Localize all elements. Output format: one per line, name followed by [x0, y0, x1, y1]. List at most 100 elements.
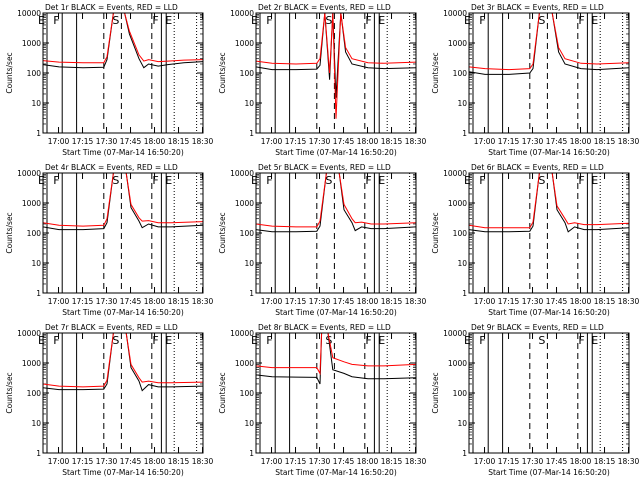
- y-tick-label: 10000: [230, 169, 254, 178]
- chart-panel: Det 2r BLACK = Events, RED = LLD Counts/s…: [218, 3, 427, 157]
- x-tick-label: 18:15: [168, 457, 190, 466]
- event-marker-label: F: [365, 174, 371, 187]
- x-tick-label: 18:15: [594, 297, 616, 306]
- x-tick-label: 18:30: [405, 457, 427, 466]
- chart-panel: Det 1r BLACK = Events, RED = LLD Counts/s…: [5, 3, 214, 157]
- event-marker-label: E: [165, 334, 172, 347]
- event-marker-label: F: [479, 334, 485, 347]
- event-marker-label: S: [112, 14, 119, 27]
- plot-frame: [42, 332, 204, 454]
- plot-frame: [255, 12, 417, 134]
- panel-title: Det 6r BLACK = Events, RED = LLD: [471, 163, 604, 172]
- plot-frame: [42, 172, 204, 294]
- x-tick-label: 17:45: [333, 457, 355, 466]
- y-axis-label: Counts/sec: [431, 372, 440, 413]
- event-marker-label: F: [152, 14, 158, 27]
- event-marker-label: E: [591, 14, 598, 27]
- panel-title: Det 5r BLACK = Events, RED = LLD: [258, 163, 391, 172]
- x-tick-label: 17:45: [120, 457, 142, 466]
- event-marker-label: S: [325, 174, 332, 187]
- y-tick-label: 1: [36, 449, 41, 458]
- x-tick-label: 17:00: [48, 137, 70, 146]
- y-tick-label: 1000: [448, 199, 467, 208]
- y-tick-label: 1000: [235, 199, 254, 208]
- y-tick-label: 1: [36, 289, 41, 298]
- event-marker-label: F: [152, 334, 158, 347]
- x-tick-label: 18:30: [192, 137, 214, 146]
- event-marker-label: F: [53, 334, 59, 347]
- x-tick-label: 18:15: [594, 137, 616, 146]
- y-tick-label: 10: [457, 99, 467, 108]
- y-tick-label: 10000: [443, 9, 467, 18]
- y-tick-label: 10: [244, 419, 254, 428]
- y-axis-label: Counts/sec: [218, 52, 227, 93]
- plot-frame: [468, 12, 630, 134]
- y-tick-label: 1: [462, 129, 467, 138]
- x-tick-label: 17:15: [72, 297, 94, 306]
- x-tick-label: 17:30: [309, 457, 331, 466]
- x-tick-label: 17:15: [72, 457, 94, 466]
- y-axis-label: Counts/sec: [5, 212, 14, 253]
- event-marker-label: F: [266, 334, 272, 347]
- events-series-line: [468, 12, 630, 75]
- event-marker-label: E: [464, 174, 471, 187]
- event-marker-label: S: [325, 14, 332, 27]
- y-tick-label: 1: [249, 129, 254, 138]
- x-tick-label: 17:45: [120, 137, 142, 146]
- event-marker-label: S: [112, 174, 119, 187]
- lld-series-line: [468, 172, 630, 229]
- plot-frame: [255, 332, 417, 454]
- y-tick-label: 10000: [17, 329, 41, 338]
- event-marker-label: E: [251, 14, 258, 27]
- events-series-line: [42, 12, 204, 69]
- event-marker-label: E: [378, 174, 385, 187]
- x-axis-label: Start Time (07-Mar-14 16:50:20): [275, 308, 397, 317]
- x-tick-label: 17:15: [72, 137, 94, 146]
- x-tick-label: 17:45: [546, 137, 568, 146]
- x-axis-label: Start Time (07-Mar-14 16:50:20): [275, 468, 397, 477]
- x-tick-label: 18:15: [381, 457, 403, 466]
- event-marker-label: F: [152, 174, 158, 187]
- x-tick-label: 18:30: [405, 297, 427, 306]
- chart-panel: Det 6r BLACK = Events, RED = LLD Counts/s…: [431, 163, 640, 317]
- x-tick-label: 18:00: [144, 137, 166, 146]
- x-tick-label: 17:45: [546, 457, 568, 466]
- y-tick-label: 1000: [448, 359, 467, 368]
- lld-series-line: [255, 12, 417, 119]
- chart-panel: Det 4r BLACK = Events, RED = LLD Counts/s…: [5, 163, 214, 317]
- plot-frame: [468, 172, 630, 294]
- plot-frame: [42, 12, 204, 134]
- x-tick-label: 17:45: [120, 297, 142, 306]
- event-marker-label: S: [538, 334, 545, 347]
- event-marker-label: E: [251, 174, 258, 187]
- x-tick-label: 17:45: [333, 137, 355, 146]
- x-tick-label: 17:45: [333, 297, 355, 306]
- x-tick-label: 18:30: [618, 297, 640, 306]
- event-marker-label: F: [365, 14, 371, 27]
- events-series-line: [255, 12, 417, 98]
- x-tick-label: 18:00: [357, 297, 379, 306]
- y-tick-label: 100: [27, 229, 42, 238]
- y-tick-label: 10: [457, 419, 467, 428]
- y-tick-label: 10000: [17, 9, 41, 18]
- chart-panel: Det 5r BLACK = Events, RED = LLD Counts/s…: [218, 163, 427, 317]
- y-tick-label: 100: [453, 69, 468, 78]
- y-axis-label: Counts/sec: [431, 52, 440, 93]
- x-axis-label: Start Time (07-Mar-14 16:50:20): [62, 308, 184, 317]
- x-tick-label: 18:15: [381, 297, 403, 306]
- y-tick-label: 1: [249, 289, 254, 298]
- lld-series-line: [42, 172, 204, 227]
- event-marker-label: S: [538, 174, 545, 187]
- x-tick-label: 18:30: [192, 457, 214, 466]
- x-tick-label: 17:15: [498, 297, 520, 306]
- x-axis-label: Start Time (07-Mar-14 16:50:20): [275, 148, 397, 157]
- x-tick-label: 18:30: [618, 137, 640, 146]
- x-axis-label: Start Time (07-Mar-14 16:50:20): [488, 148, 610, 157]
- lld-series-line: [42, 332, 204, 388]
- x-tick-label: 17:15: [498, 137, 520, 146]
- y-axis-label: Counts/sec: [218, 212, 227, 253]
- x-tick-label: 17:00: [261, 137, 283, 146]
- x-tick-label: 17:00: [48, 297, 70, 306]
- event-marker-label: F: [479, 174, 485, 187]
- chart-panel: Det 3r BLACK = Events, RED = LLD Counts/s…: [431, 3, 640, 157]
